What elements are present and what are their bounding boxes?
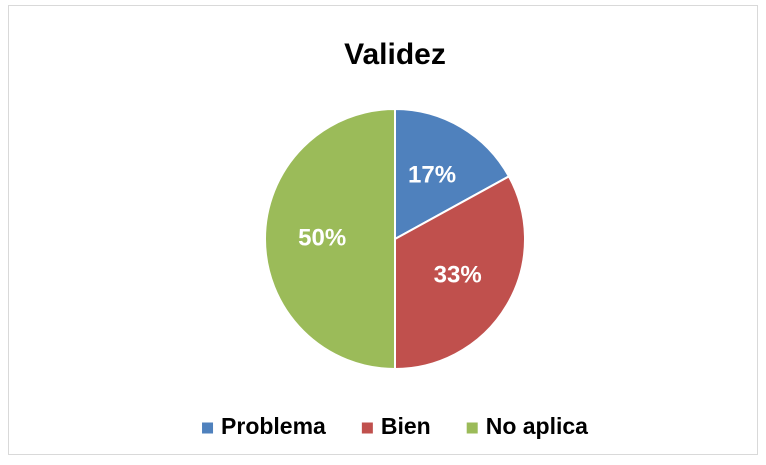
data-label: 50%	[298, 224, 346, 251]
legend-label: No aplica	[486, 413, 588, 439]
legend-label: Problema	[221, 413, 326, 439]
pie-slice	[394, 175, 526, 371]
chart-title: Validez	[344, 38, 446, 71]
legend-swatch	[466, 422, 478, 434]
data-label: 33%	[434, 261, 482, 288]
legend-label: Bien	[381, 413, 431, 439]
legend-swatch	[202, 422, 214, 434]
pie-slice	[264, 107, 396, 371]
data-label: 17%	[408, 162, 456, 189]
legend-swatch	[361, 422, 373, 434]
pie-slice	[394, 107, 511, 241]
